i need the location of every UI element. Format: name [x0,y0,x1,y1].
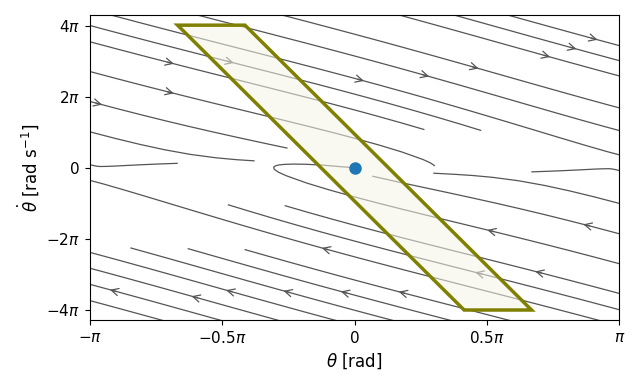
FancyArrowPatch shape [164,88,173,95]
FancyArrowPatch shape [420,71,428,78]
FancyArrowPatch shape [536,270,545,277]
FancyArrowPatch shape [225,57,232,64]
Polygon shape [177,25,532,310]
FancyArrowPatch shape [342,290,350,297]
FancyArrowPatch shape [285,290,292,296]
FancyArrowPatch shape [588,34,596,41]
FancyArrowPatch shape [111,288,119,295]
FancyArrowPatch shape [633,205,640,212]
FancyArrowPatch shape [164,58,173,65]
X-axis label: $\theta$ [rad]: $\theta$ [rad] [326,352,383,371]
FancyArrowPatch shape [567,43,575,50]
Y-axis label: $\dot{\theta}$ [rad s$^{-1}$]: $\dot{\theta}$ [rad s$^{-1}$] [15,124,41,212]
FancyArrowPatch shape [323,247,331,254]
FancyArrowPatch shape [488,229,497,235]
FancyArrowPatch shape [93,99,101,106]
FancyArrowPatch shape [76,295,83,302]
FancyArrowPatch shape [355,75,363,82]
FancyArrowPatch shape [400,290,408,297]
FancyArrowPatch shape [193,295,201,302]
FancyArrowPatch shape [227,289,236,296]
FancyArrowPatch shape [20,140,28,147]
FancyArrowPatch shape [68,123,76,130]
FancyArrowPatch shape [477,271,484,278]
FancyArrowPatch shape [469,63,477,69]
FancyArrowPatch shape [584,223,593,230]
FancyArrowPatch shape [541,51,549,58]
